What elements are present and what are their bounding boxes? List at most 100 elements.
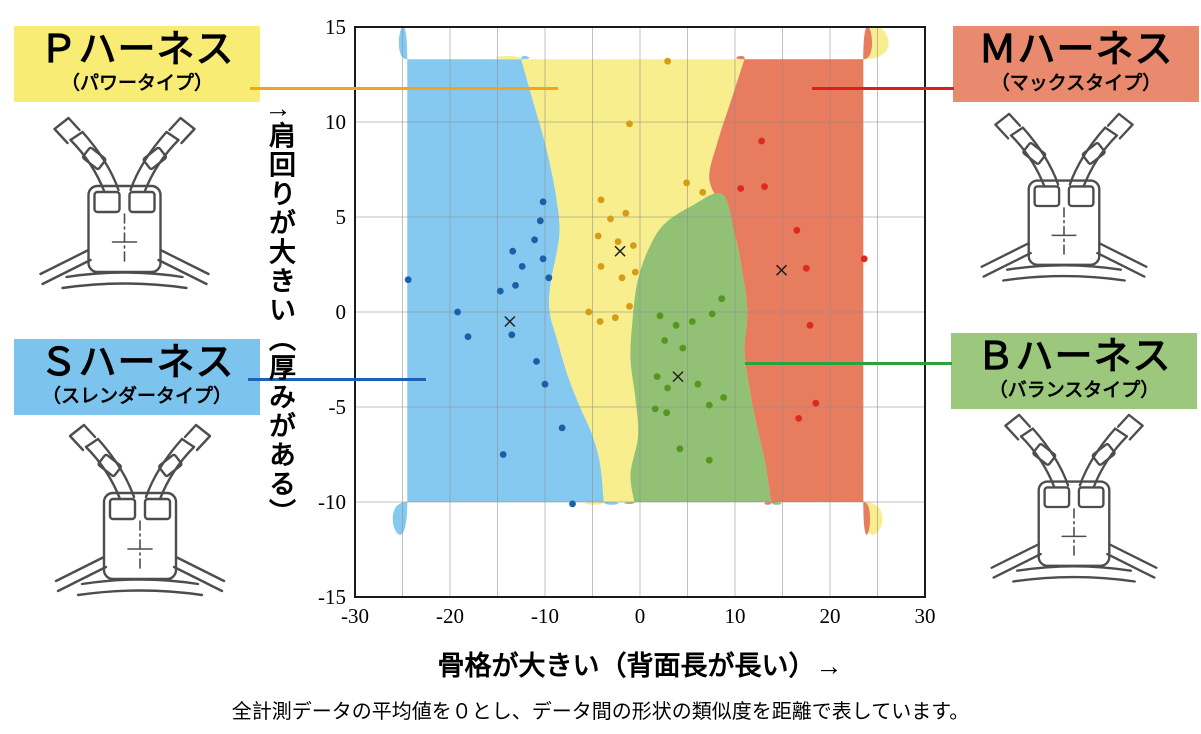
m-harness-title: Ｍハーネス: [978, 29, 1174, 71]
harness-illustration-p: [22, 112, 227, 312]
data-point: [607, 215, 614, 223]
data-point: [499, 451, 507, 458]
data-point: [539, 198, 547, 206]
data-point: [664, 57, 671, 65]
label-s-harness: Ｓハーネス （スレンダータイプ）: [14, 339, 260, 416]
scatter-series-b: [651, 295, 727, 464]
cluster-center-marker: [614, 245, 626, 257]
data-point: [533, 358, 540, 365]
region-M-max: [709, 26, 873, 535]
y-tick-label: 0: [336, 300, 347, 324]
x-tick-label: -10: [531, 604, 559, 628]
connector-line-b: [745, 362, 952, 365]
chart-caption: 全計測データの平均値を０とし、データ間の形状の類似度を距離で表しています。: [231, 701, 970, 723]
data-point: [688, 318, 696, 325]
data-point: [631, 268, 639, 276]
connector-line-s: [248, 378, 426, 381]
data-point: [683, 179, 690, 187]
data-point: [614, 238, 622, 246]
plot-border: [354, 26, 926, 598]
data-point: [630, 242, 637, 249]
data-point: [705, 401, 713, 409]
data-point: [545, 274, 553, 282]
data-point: [653, 373, 661, 380]
harness-illustration-b: [976, 403, 1172, 611]
data-point: [512, 282, 519, 289]
data-point: [672, 321, 680, 329]
data-point: [594, 232, 602, 240]
region-B-balance: [624, 192, 782, 505]
scatter-series-s: [404, 198, 576, 508]
data-point: [541, 380, 549, 388]
data-point: [720, 394, 727, 401]
connector-line-p: [250, 87, 558, 90]
data-point: [539, 255, 547, 263]
data-point: [679, 344, 687, 352]
x-tick-label: 30: [915, 604, 936, 628]
y-tick-label: -10: [318, 490, 346, 514]
data-point: [663, 409, 670, 417]
m-harness-subtitle: （マックスタイプ）: [990, 72, 1162, 94]
data-point: [860, 255, 868, 263]
data-point: [597, 263, 605, 270]
y-tick-label: -5: [329, 395, 347, 419]
x-tick-label: -30: [341, 604, 369, 628]
y-tick-label: 10: [325, 110, 346, 134]
data-point: [802, 264, 810, 272]
harness-illustration-m: [966, 106, 1162, 306]
data-point: [661, 337, 669, 344]
y-tick-label: -15: [318, 585, 346, 609]
harness-illustration-s: [40, 418, 240, 620]
data-point: [622, 209, 630, 217]
data-point: [585, 308, 593, 316]
data-point: [596, 318, 604, 325]
data-point: [611, 314, 619, 322]
data-point: [737, 185, 745, 192]
data-point: [518, 263, 526, 270]
data-point: [558, 424, 566, 432]
data-point: [718, 295, 726, 303]
data-point: [761, 183, 768, 191]
data-point: [618, 274, 626, 282]
x-tick-label: 20: [820, 604, 841, 628]
x-tick-label: 0: [635, 604, 646, 628]
x-tick-label: 10: [725, 604, 746, 628]
data-point: [496, 287, 504, 295]
data-point: [508, 331, 516, 339]
data-point: [536, 217, 544, 225]
data-point: [531, 236, 538, 244]
data-point: [812, 399, 820, 407]
s-harness-title: Ｓハーネス: [39, 342, 235, 384]
x-tick-label: -20: [436, 604, 464, 628]
connector-line-m: [812, 87, 954, 90]
cluster-center-marker: [776, 264, 788, 276]
label-b-harness: Ｂハーネス （バランスタイプ）: [951, 333, 1197, 410]
data-point: [676, 445, 684, 453]
scatter-series-p: [585, 57, 707, 325]
cluster-center-marker: [504, 315, 516, 328]
data-point: [705, 456, 713, 464]
data-point: [464, 333, 472, 341]
region-S-slender: [392, 26, 619, 535]
data-point: [626, 302, 633, 310]
data-point: [758, 137, 765, 145]
data-point: [656, 312, 664, 320]
b-harness-title: Ｂハーネス: [976, 336, 1172, 378]
scatter-series-m: [737, 137, 868, 422]
data-point: [626, 120, 633, 128]
y-tick-label: 5: [336, 205, 347, 229]
similarity-scatter-chart: -30 -20 -10 0 10 20 30 -15 -10 -5 0 5 10 15: [318, 15, 936, 628]
data-point: [651, 405, 659, 413]
data-point: [793, 226, 801, 234]
data-point: [664, 384, 671, 392]
y-tick-label: 15: [325, 15, 346, 39]
data-point: [597, 196, 605, 204]
y-axis-label: ↑肩回りが大きい（厚みがある）: [265, 106, 295, 528]
s-harness-subtitle: （スレンダータイプ）: [41, 385, 232, 407]
data-point: [806, 321, 814, 329]
data-point: [404, 276, 412, 284]
data-point: [694, 380, 702, 388]
data-point: [699, 188, 707, 196]
b-harness-subtitle: （バランスタイプ）: [988, 379, 1160, 401]
